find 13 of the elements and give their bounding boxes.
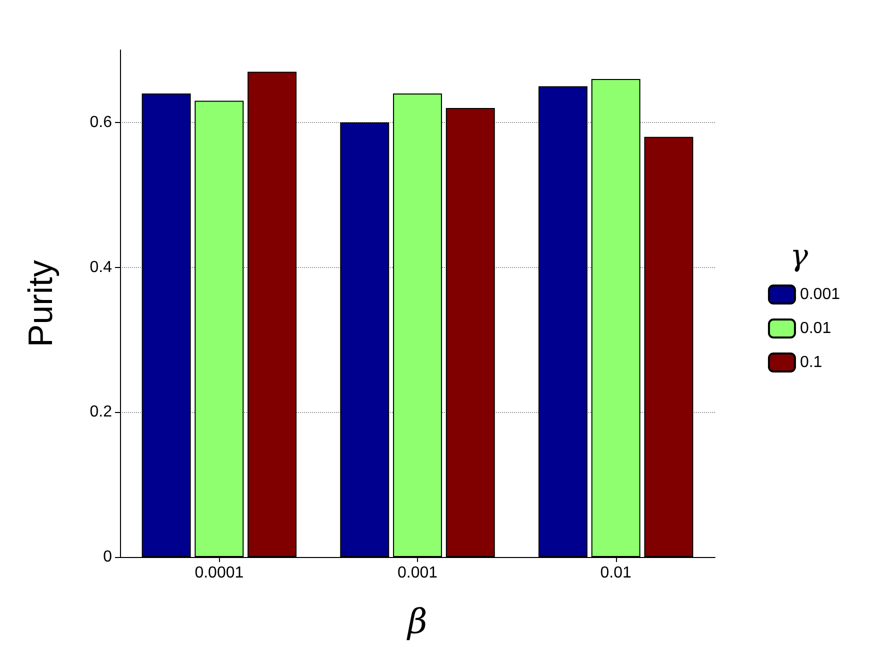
y-tick-label: 0.2	[90, 404, 112, 421]
legend-label: 0.001	[800, 286, 840, 303]
y-axis-title: Purity	[22, 260, 60, 347]
x-tick-label: 0.01	[600, 564, 632, 582]
x-tick-label: 0.0001	[194, 564, 244, 582]
x-tick-label: 0.001	[397, 564, 438, 582]
y-tick-label: 0	[103, 548, 112, 566]
legend-label: 0.1	[800, 354, 822, 371]
x-axis-title: β	[406, 602, 428, 642]
y-tick-label: 0.4	[90, 258, 112, 276]
y-tick-label: 0.6	[90, 114, 112, 131]
legend-label: 0.01	[800, 320, 832, 337]
legend-title: γ	[790, 238, 808, 274]
